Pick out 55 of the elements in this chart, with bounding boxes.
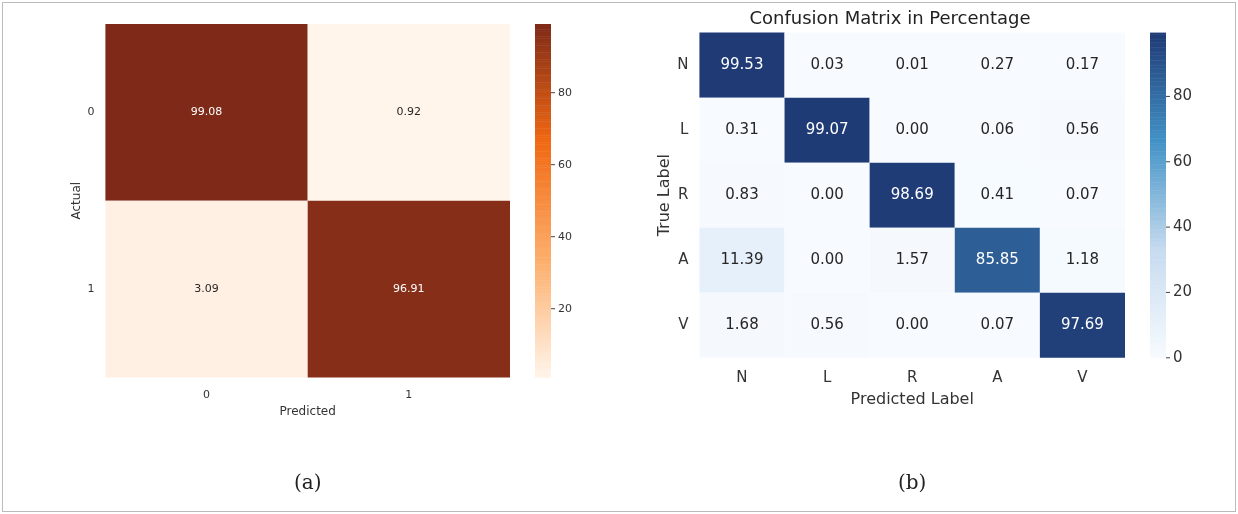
data-label: 85.85: [975, 250, 1019, 269]
color-bar-label: 80: [1173, 86, 1193, 105]
color-bar-label: 0: [1173, 347, 1183, 366]
data-label: 0.00: [895, 315, 929, 334]
data-label: 0.03: [810, 55, 844, 74]
chart-title: Confusion Matrix in Percentage: [749, 7, 1031, 29]
data-label: 0.27: [980, 55, 1015, 74]
data-label: 0.07: [980, 315, 1015, 334]
text: (a): [293, 470, 322, 494]
data-label: 96.91: [393, 281, 425, 295]
x-axis-title: Predicted Label: [850, 388, 974, 408]
data-label: 0.01: [895, 55, 929, 74]
x-tick-label: R: [906, 367, 918, 386]
y-axis-title: Actual: [69, 181, 84, 220]
color-bar-label: 80: [558, 85, 572, 99]
data-label: 1.18: [1065, 250, 1100, 269]
data-label: 1.57: [895, 250, 929, 269]
data-label: 0.56: [1065, 120, 1100, 139]
data-label: 1.68: [725, 315, 759, 334]
color-bar-label: 20: [558, 301, 572, 315]
data-label: 0.07: [1065, 185, 1100, 204]
y-tick-label: R: [677, 185, 689, 204]
data-label: 0.00: [810, 185, 844, 204]
data-label: 0.00: [810, 250, 844, 269]
y-tick-label: L: [680, 120, 690, 139]
data-label: 99.53: [720, 55, 764, 74]
data-label: 0.92: [396, 105, 422, 119]
data-label: 0.17: [1065, 55, 1100, 74]
data-label: 98.69: [890, 185, 934, 204]
x-tick-label: V: [1077, 367, 1089, 386]
x-axis-title: Predicted: [279, 403, 336, 418]
data-label: 0.56: [810, 315, 844, 334]
color-bar-label: 20: [1173, 282, 1193, 301]
x-tick-label: L: [822, 367, 832, 386]
data-label: 0.83: [725, 185, 759, 204]
data-label: 99.08: [190, 105, 223, 119]
data-label: 99.07: [805, 120, 849, 139]
color-bar-label: 40: [558, 229, 572, 243]
data-label: 3.09: [194, 281, 219, 295]
y-axis-title: True Label: [653, 154, 673, 238]
y-tick-label: N: [677, 55, 689, 74]
data-label: 0.00: [895, 120, 929, 139]
text: (b): [898, 470, 927, 494]
data-label: 97.69: [1060, 315, 1104, 334]
data-label: 0.41: [980, 185, 1015, 204]
y-tick-label: V: [678, 315, 690, 334]
x-tick-label: N: [736, 367, 748, 386]
data-label: 11.39: [720, 250, 764, 269]
data-label: 0.31: [725, 120, 759, 139]
data-label: 0.06: [980, 120, 1015, 139]
color-bar-label: 60: [1173, 151, 1193, 170]
color-bar-label: 60: [558, 157, 572, 171]
y-tick-label: A: [678, 250, 690, 269]
x-tick-label: A: [992, 367, 1004, 386]
color-bar-label: 40: [1173, 217, 1193, 235]
